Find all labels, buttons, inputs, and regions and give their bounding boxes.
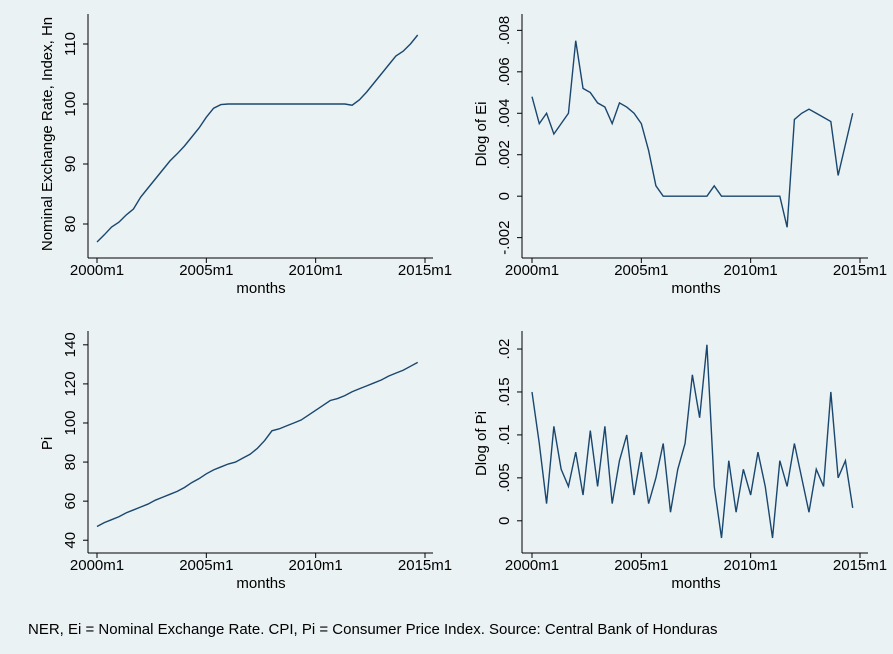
y-tick-label: 100 <box>62 91 79 116</box>
data-line <box>531 40 854 228</box>
y-tick-label: 110 <box>62 32 79 56</box>
x-tick-label: 2015m1 <box>833 262 887 279</box>
y-tick-label: .005 <box>496 463 513 492</box>
x-tick-label: 2005m1 <box>614 262 668 279</box>
x-tick-label: 2000m1 <box>505 557 559 574</box>
y-tick-label: 80 <box>62 454 79 471</box>
x-tick-label: 2010m1 <box>724 262 778 279</box>
y-tick-label: .004 <box>496 99 513 128</box>
y-tick-label: .002 <box>496 140 513 169</box>
x-tick-label: 2000m1 <box>70 262 124 279</box>
x-axis-title: months <box>236 575 285 592</box>
x-axis-title: months <box>671 575 720 592</box>
y-tick-label: 60 <box>62 493 79 510</box>
y-tick-label: 140 <box>62 332 79 357</box>
y-tick-label: .015 <box>496 377 513 406</box>
x-tick-label: 2005m1 <box>614 557 668 574</box>
y-tick-label: 80 <box>62 216 79 233</box>
note: NER, Ei = Nominal Exchange Rate. CPI, Pi… <box>28 621 718 638</box>
x-tick-label: 2015m1 <box>833 557 887 574</box>
y-tick-label: 0 <box>496 192 513 200</box>
y-tick-label: .006 <box>496 57 513 86</box>
y-axis-title: Pi <box>39 437 56 450</box>
x-tick-label: 2010m1 <box>724 557 778 574</box>
y-tick-label: 90 <box>62 156 79 173</box>
y-tick-label: 40 <box>62 532 79 549</box>
y-tick-label: 0 <box>496 517 513 525</box>
y-tick-label: 120 <box>62 371 79 396</box>
y-tick-label: -.002 <box>496 221 513 255</box>
y-tick-label: .008 <box>496 16 513 45</box>
x-tick-label: 2000m1 <box>505 262 559 279</box>
x-tick-label: 2005m1 <box>179 262 233 279</box>
data-line <box>96 361 419 528</box>
x-axis-title: months <box>236 280 285 297</box>
data-line <box>531 344 854 539</box>
y-axis-title: Dlog of Pi <box>473 411 490 476</box>
y-tick-label: 100 <box>62 410 79 435</box>
x-tick-label: 2000m1 <box>70 557 124 574</box>
x-tick-label: 2015m1 <box>398 262 452 279</box>
x-tick-label: 2010m1 <box>289 557 343 574</box>
x-tick-label: 2015m1 <box>398 557 452 574</box>
y-axis-title: Dlog of Ei <box>473 101 490 166</box>
y-tick-label: .01 <box>496 424 513 445</box>
x-tick-label: 2010m1 <box>289 262 343 279</box>
x-tick-label: 2005m1 <box>179 557 233 574</box>
data-line <box>96 34 419 243</box>
y-tick-label: .02 <box>496 339 513 360</box>
x-axis-title: months <box>671 280 720 297</box>
y-axis-title: Nominal Exchange Rate, Index, Hn <box>39 17 56 251</box>
